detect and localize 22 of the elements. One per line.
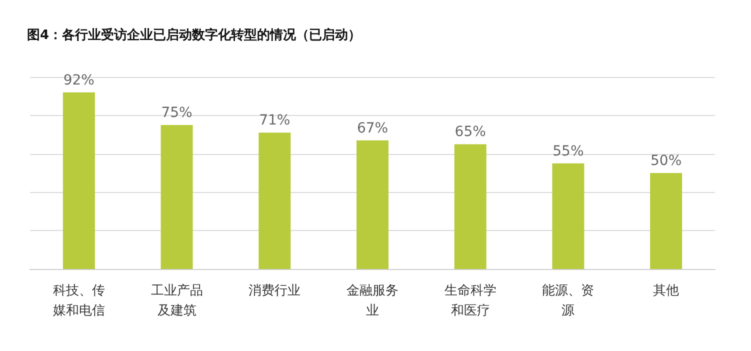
data-label: 92%: [63, 72, 94, 88]
x-tick-label: 生命科学和医疗: [444, 284, 496, 318]
bar: [160, 125, 193, 269]
data-label: 65%: [454, 124, 486, 140]
x-tick-label: 消费行业: [248, 284, 301, 298]
bar: [356, 140, 388, 269]
data-label: 55%: [552, 143, 584, 160]
x-tick-label: 工业产品及建筑: [150, 284, 203, 318]
bar: [552, 163, 584, 269]
x-tick-label: 其他: [653, 284, 680, 298]
chart-title: 图4：各行业受访企业已启动数字化转型的情况（已启动）: [27, 27, 362, 43]
data-label: 75%: [161, 105, 192, 121]
data-label: 71%: [259, 112, 290, 129]
data-label: 50%: [650, 153, 682, 169]
bar: [62, 92, 95, 269]
data-label: 67%: [356, 120, 388, 136]
bar: [258, 132, 291, 269]
x-tick-label: 金融服务业: [346, 284, 398, 318]
x-tick-label: 科技、传媒和电信: [52, 284, 105, 318]
bar: [454, 144, 486, 269]
bar: [650, 173, 682, 269]
x-tick-label: 能源、资源: [542, 284, 594, 318]
